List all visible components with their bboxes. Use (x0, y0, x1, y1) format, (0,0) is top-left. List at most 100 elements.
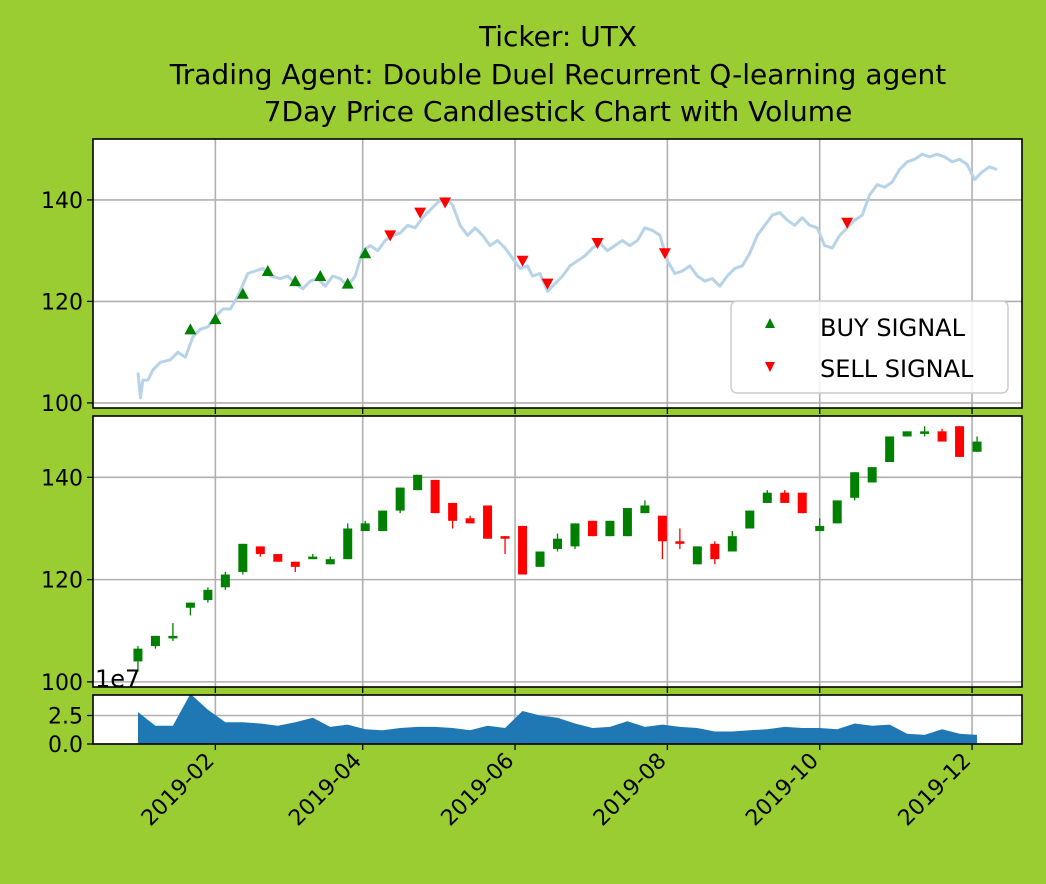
candle-body (762, 492, 772, 503)
volume-area (138, 693, 977, 744)
candle-body (553, 538, 562, 549)
price-panel: 100 120 140 BUY SIGNAL SELL SIGNAL (41, 138, 1023, 417)
title-line-2: Trading Agent: Double Duel Recurrent Q-l… (169, 58, 946, 91)
candle-body (290, 561, 300, 567)
candle-body (867, 467, 877, 483)
candle-body (430, 479, 440, 514)
candle-body (832, 500, 842, 524)
candles-group (133, 426, 982, 672)
candle-body (150, 635, 160, 647)
signal-markers (184, 197, 854, 335)
y-tick-label: 120 (41, 569, 83, 594)
buy-signal-marker (261, 264, 274, 276)
candle-body (465, 518, 475, 524)
candle-body (937, 431, 947, 442)
candle-body (133, 648, 143, 662)
candle-body (657, 515, 667, 542)
y-tick-label: 2.5 (48, 705, 83, 730)
candle-body (220, 574, 230, 588)
sell-signal-marker (541, 278, 554, 290)
candle-body (308, 556, 318, 560)
title-line-1: Ticker: UTX (478, 20, 637, 53)
buy-signal-marker (184, 323, 197, 335)
sell-signal-marker (439, 197, 452, 209)
candle-body (325, 559, 335, 565)
y-tick-label: 120 (41, 290, 83, 315)
candle-body (605, 520, 615, 537)
buy-signal-marker (209, 313, 222, 325)
candle-body (273, 554, 283, 562)
sell-signal-marker (414, 207, 427, 219)
price-line-group (136, 152, 998, 400)
candle-body (448, 502, 458, 521)
sell-signal-marker (384, 230, 397, 242)
candle-body (692, 546, 702, 565)
buy-signal-marker (341, 277, 354, 289)
y-tick-label: 140 (41, 189, 83, 214)
y-tick-label: 0.0 (48, 733, 83, 758)
candle-body (378, 510, 388, 532)
candle-body (920, 431, 930, 434)
volume-panel-y-ticks: 0.02.5 (48, 705, 93, 758)
price-line (136, 152, 998, 400)
candle-body (797, 492, 807, 514)
candle-body (185, 602, 195, 608)
candle-body (640, 505, 650, 514)
price-panel-grid (93, 139, 1022, 414)
volume-offset-label: 1e7 (95, 665, 140, 693)
candle-body (413, 474, 423, 491)
candle-body (587, 520, 597, 537)
candle-body (902, 431, 912, 437)
sell-signal-marker (591, 238, 604, 250)
candlestick-panel: 100 120 140 (41, 415, 1023, 696)
y-tick-label: 100 (41, 392, 83, 417)
candle-body (483, 505, 493, 539)
candle-body (622, 508, 632, 537)
candlestick-panel-grid (93, 416, 1022, 693)
legend-box (730, 300, 1009, 394)
y-tick-label: 140 (41, 466, 83, 491)
candle-body (885, 436, 895, 463)
volume-area-group (138, 693, 977, 744)
candle-body (972, 441, 982, 452)
candle-body (395, 487, 405, 511)
candlestick-panel-y-ticks: 100 120 140 (41, 466, 93, 696)
legend-sell-marker-icon (765, 362, 775, 372)
buy-signal-marker (236, 287, 249, 299)
sell-signal-marker (658, 248, 671, 260)
y-tick-label: 100 (41, 671, 83, 696)
price-panel-y-ticks: 100 120 140 (41, 189, 93, 417)
candle-body (518, 525, 528, 575)
candle-body (570, 523, 580, 547)
candle-body (850, 472, 860, 498)
candle-body (745, 510, 755, 529)
candle-body (955, 426, 965, 457)
legend-sell-label: SELL SIGNAL (820, 355, 974, 383)
legend-buy-marker-icon (765, 318, 775, 328)
legend-buy-label: BUY SIGNAL (820, 314, 966, 342)
candle-body (675, 541, 685, 544)
volume-panel-frame (92, 694, 1023, 745)
candle-body (535, 551, 545, 567)
candle-body (255, 546, 265, 555)
buy-signal-marker (359, 247, 372, 259)
candle-body (710, 543, 720, 560)
candle-body (780, 492, 790, 503)
legend: BUY SIGNAL SELL SIGNAL (730, 300, 1009, 394)
candle-body (343, 528, 353, 560)
candle-body (238, 543, 248, 572)
sell-signal-marker (516, 255, 529, 267)
buy-signal-marker (314, 270, 327, 282)
sell-signal-marker (841, 217, 854, 229)
candle-body (727, 536, 737, 552)
candle-body (168, 635, 178, 639)
price-panel-frame (92, 138, 1023, 409)
buy-signal-marker (289, 275, 302, 287)
candle-body (203, 589, 213, 601)
candlestick-panel-frame (92, 415, 1023, 688)
title-line-3: 7Day Price Candlestick Chart with Volume (264, 95, 853, 128)
candle-body (360, 523, 370, 532)
candle-body (500, 536, 510, 539)
candle-body (815, 525, 825, 532)
